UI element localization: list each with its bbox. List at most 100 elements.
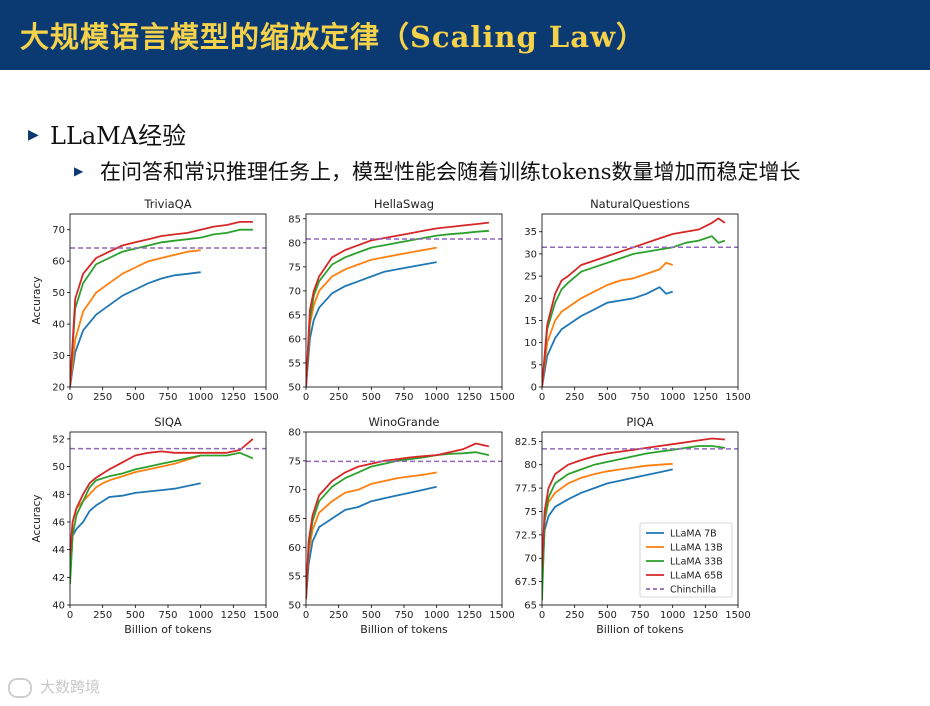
x-tick-label: 1250	[457, 610, 482, 621]
x-tick-label: 500	[362, 392, 381, 403]
plot-area	[70, 214, 266, 387]
y-tick-label: 80	[524, 460, 537, 471]
chart-panel-siqa: 0 250 500 750 1000 1250 1500 40 42 44 46 48 50 52 SIQA…	[31, 415, 279, 636]
x-tick-label: 0	[303, 392, 309, 403]
y-tick-label: 46	[52, 517, 65, 528]
chart-panel-triviaqa: 0 250 500 750 1000 1250 1500 20 30 40 50 60 70 Trivia…	[31, 197, 279, 403]
x-tick-label: 1000	[424, 392, 449, 403]
x-tick-label: 250	[329, 392, 348, 403]
x-tick-label: 1500	[725, 610, 750, 621]
y-tick-label: 75	[288, 262, 301, 273]
x-tick-label: 250	[93, 392, 112, 403]
chart-title: HellaSwag	[374, 197, 434, 211]
slide-title: 大规模语言模型的缩放定律（Scaling Law）	[20, 20, 647, 54]
y-tick-label: 52	[52, 434, 65, 445]
series-line-llama-33b	[70, 451, 254, 585]
x-tick-label: 250	[329, 610, 348, 621]
y-tick-label: 30	[524, 249, 537, 260]
y-tick-label: 82.5	[515, 437, 537, 448]
chart-panel-naturalquestions: 0 250 500 750 1000 1250 1500 0 5 10 15 20 25 30 35 Natu…	[524, 197, 750, 403]
y-tick-label: 40	[52, 320, 65, 331]
x-tick-label: 500	[362, 610, 381, 621]
series-line-llama-33b	[542, 235, 726, 387]
x-tick-label: 1250	[457, 392, 482, 403]
bullet-level1-text: LLaMA经验	[50, 122, 187, 150]
series-line-llama-7b	[542, 286, 673, 387]
x-tick-label: 750	[158, 610, 177, 621]
y-tick-label: 35	[524, 227, 537, 238]
x-tick-label: 500	[126, 392, 145, 403]
y-tick-label: 70	[524, 554, 537, 565]
bullet-level2: ▶ 在问答和常识推理任务上，模型性能会随着训练tokens数量增加而稳定增长	[74, 156, 801, 186]
y-tick-label: 42	[52, 573, 65, 584]
watermark-logo-icon	[8, 677, 32, 698]
chart-legend: LLaMA 7B LLaMA 13B LLaMA 33B LLaMA 65B Chinc…	[639, 522, 733, 598]
x-tick-label: 0	[67, 610, 73, 621]
y-tick-label: 25	[524, 272, 537, 283]
x-axis-label: Billion of tokens	[124, 623, 212, 636]
x-tick-label: 1000	[188, 392, 213, 403]
x-tick-label: 1500	[489, 610, 514, 621]
slide-header: 大规模语言模型的缩放定律（Scaling Law）	[0, 0, 930, 70]
y-tick-label: 50	[288, 601, 301, 612]
y-tick-label: 50	[52, 462, 65, 473]
series-line-llama-65b	[542, 437, 725, 568]
watermark: 大数跨境	[8, 676, 100, 698]
x-tick-label: 0	[539, 392, 545, 403]
bullet-level1: ▶ LLaMA经验	[28, 116, 186, 151]
chart-panel-hellaswag: 0 250 500 750 1000 1250 1500 50 55 60 65 70 75 80 85 He…	[288, 197, 514, 403]
plot-area	[542, 214, 738, 387]
y-tick-label: 48	[52, 490, 65, 501]
x-tick-label: 1000	[660, 392, 685, 403]
x-tick-label: 500	[598, 392, 617, 403]
series-line-llama-65b	[306, 442, 490, 600]
legend-label: LLaMA 33B	[670, 557, 723, 568]
x-tick-label: 1250	[221, 610, 246, 621]
bullet-level2-text: 在问答和常识推理任务上，模型性能会随着训练tokens数量增加而稳定增长	[100, 160, 801, 184]
series-line-llama-7b	[542, 468, 673, 587]
series-line-llama-33b	[542, 445, 726, 601]
chart-title: TriviaQA	[143, 197, 191, 211]
x-axis-label: Billion of tokens	[596, 623, 684, 636]
plot-area	[70, 432, 266, 605]
series-line-llama-7b	[306, 261, 437, 387]
y-tick-label: 85	[288, 214, 301, 225]
x-tick-label: 500	[126, 610, 145, 621]
series-line-llama-7b	[70, 271, 201, 387]
y-tick-label: 77.5	[515, 484, 537, 495]
y-tick-label: 72.5	[515, 530, 537, 541]
y-axis-label: Accuracy	[31, 495, 43, 543]
x-tick-label: 1250	[221, 392, 246, 403]
chart-title: SIQA	[154, 415, 182, 429]
y-tick-label: 80	[288, 238, 301, 249]
y-tick-label: 50	[52, 288, 65, 299]
y-tick-label: 65	[288, 310, 301, 321]
x-tick-label: 500	[598, 610, 617, 621]
y-tick-label: 65	[524, 601, 537, 612]
x-tick-label: 750	[394, 392, 413, 403]
y-tick-label: 50	[288, 383, 301, 394]
x-tick-label: 750	[630, 610, 649, 621]
x-tick-label: 750	[630, 392, 649, 403]
x-axis-label: Billion of tokens	[360, 623, 448, 636]
x-tick-label: 1500	[253, 392, 278, 403]
y-tick-label: 70	[52, 225, 65, 236]
chart-title: PIQA	[626, 415, 653, 429]
legend-label: LLaMA 65B	[670, 571, 723, 582]
x-tick-label: 0	[67, 392, 73, 403]
series-line-llama-65b	[70, 438, 254, 557]
series-line-llama-7b	[306, 485, 437, 600]
x-tick-label: 1250	[693, 610, 718, 621]
x-tick-label: 1500	[253, 610, 278, 621]
series-line-llama-13b	[306, 246, 437, 387]
watermark-text: 大数跨境	[40, 678, 101, 696]
bullet-triangle-icon: ▶	[28, 126, 39, 143]
y-tick-label: 75	[524, 507, 537, 518]
series-line-llama-13b	[70, 454, 201, 578]
y-tick-label: 75	[288, 456, 301, 467]
chart-panel-piqa: 0 250 500 750 1000 1250 1500 65 67.5 70 72.5 75 77.5…	[515, 415, 751, 636]
y-tick-label: 44	[52, 545, 65, 556]
chart-title: WinoGrande	[369, 415, 440, 429]
series-line-llama-33b	[70, 228, 253, 387]
series-line-llama-65b	[306, 221, 490, 387]
